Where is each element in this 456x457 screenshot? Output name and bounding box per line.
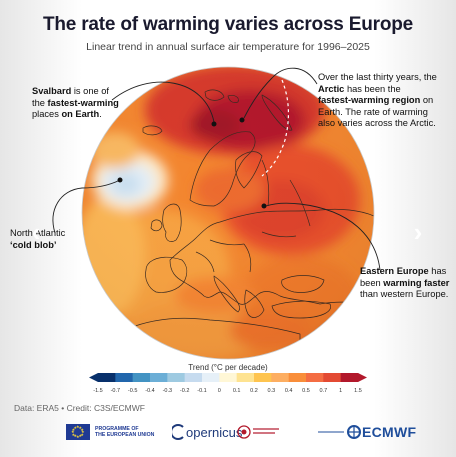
ecmwf-small-text-icon [318,431,344,433]
logo-bar: ★ ★ ★ ★ ★ ★ ★ ★ ★ ★ ★ ★ PROGRAMME OF THE EUROPEAN UN… [0,421,456,443]
eu-flag-icon: ★ ★ ★ ★ ★ ★ ★ ★ ★ ★ ★ ★ [66,424,90,440]
cold-blob-annotation: North Atlantic ‘cold blob’ [10,228,80,251]
arctic-annotation-text: Earth. The rate of warming [318,106,428,117]
arctic-annotation-text: on [420,95,434,105]
temperature-field [82,67,374,359]
cold-blob-marker [117,177,123,183]
legend-swatch [202,373,220,382]
legend-swatch [132,373,151,382]
page-subtitle: Linear trend in annual surface air tempe… [86,41,370,53]
legend-swatch [150,373,168,382]
c3s-icon [237,425,279,439]
legend-swatch [115,373,133,382]
cold-blob-callout-line [52,179,121,234]
legend-swatch [254,373,272,382]
legend-tick-label: 0.3 [268,388,276,394]
legend-swatch [184,373,203,382]
eu-programme-logo: ★ ★ ★ ★ ★ ★ ★ ★ ★ ★ ★ ★ PROGRAMME OF THE EUROPEAN UN… [66,421,154,443]
legend-swatch [98,373,116,382]
svalbard-marker [211,121,217,127]
prev-slide-button[interactable]: ‹ [24,216,48,248]
legend-tick-label: 1 [339,388,342,394]
legend-swatch [323,373,341,382]
legend-tick-label: 0.1 [233,388,241,394]
next-slide-button[interactable]: › [406,216,430,248]
legend-tick-label: 0.4 [285,388,293,394]
legend-tick-label: -0.7 [111,388,120,394]
eastern-annotation-text: been [360,277,384,288]
svalbard-annotation-text: the [32,97,48,108]
svalbard-annotation-text: is one of [71,86,110,96]
legend-tick-label: 1.5 [354,388,362,394]
legend-tick-label: 0.7 [320,388,328,394]
color-legend: -1.5 -0.7 -0.5 -0.4 -0.3 -0.2 -0.1 0 0.1 0.2 0.3 0.… [89,373,367,394]
climate-change-service-logo [236,421,282,443]
legend-swatch [306,373,324,382]
legend-tick-label: -0.3 [163,388,172,394]
legend-swatch [340,373,359,382]
callout-lines [52,67,381,271]
legend-tick-label: -1.5 [93,388,102,394]
eastern-annotation-text: Eastern Europe [360,266,429,276]
legend-min-arrow [89,373,98,382]
legend-swatch [271,373,289,382]
copernicus-logo: opernicus [172,421,242,443]
legend-tick-label: -0.4 [145,388,154,394]
eastern-annotation-text: has [428,266,447,276]
arctic-annotation-text: also varies across the Arctic. [318,118,436,128]
eastern-callout-line [265,202,381,271]
legend-swatch [288,373,307,382]
chevron-right-icon: › [413,216,423,247]
svalbard-annotation-text: fastest-warming [47,97,119,108]
legend-tick-label: -0.5 [128,388,137,394]
arctic-marker [239,117,245,123]
legend-swatch [219,373,237,382]
legend-tick-label: 0.2 [250,388,258,394]
source-credit: Data: ERA5 • Credit: C3S/ECMWF [14,403,145,413]
eastern-europe-annotation: Eastern Europe has been warming faster tha… [360,266,454,301]
svalbard-annotation-text: Svalbard [32,86,72,96]
copernicus-text: opernicus [186,424,243,440]
arctic-callout-line [243,67,318,119]
legend-max-arrow [358,373,367,382]
eastern-annotation-text: warming faster [383,277,450,288]
cold_blob-annotation-text: North Atlantic [10,228,66,238]
cold_blob-annotation-text: ‘cold blob’ [10,239,57,250]
arctic-annotation: Over the last thirty years, the Arctic ha… [318,72,454,130]
svalbard-annotation-text: on Earth [61,109,100,119]
svalbard-annotation-text: . [99,109,102,119]
ecmwf-text: ECMWF [362,424,417,440]
legend-title: Trend (°C per decade) [188,363,268,372]
eastern-europe-marker [261,203,267,209]
page-title: The rate of warming varies across Europe [42,14,414,35]
chevron-left-icon: ‹ [31,216,41,247]
legend-tick-label: 0 [218,388,221,394]
arctic-annotation-text: has been the [344,83,401,94]
eu-programme-text: PROGRAMME OF THE EUROPEAN UNION [95,425,155,438]
ecmwf-globe-icon [347,425,361,439]
legend-tick-label: -0.2 [180,388,189,394]
arctic-region-boundary [261,79,289,177]
arctic-annotation-text: fastest-warming region [318,95,421,105]
copernicus-c-icon [172,424,184,440]
arctic-annotation-text: Arctic [318,83,345,94]
eastern-annotation-text: than western Europe. [360,289,449,299]
legend-swatch [236,373,255,382]
ecmwf-logo: ECMWF [318,421,416,443]
arctic-annotation-text: Over the last thirty years, the [318,72,437,82]
svalbard-annotation-text: places [32,109,62,119]
svalbard-annotation: Svalbard is one of the fastest-warming pla… [32,86,142,121]
legend-tick-label: -0.1 [197,388,206,394]
svalbard-callout-line [111,81,215,123]
legend-swatch [167,373,185,382]
legend-tick-label: 0.5 [302,388,310,394]
